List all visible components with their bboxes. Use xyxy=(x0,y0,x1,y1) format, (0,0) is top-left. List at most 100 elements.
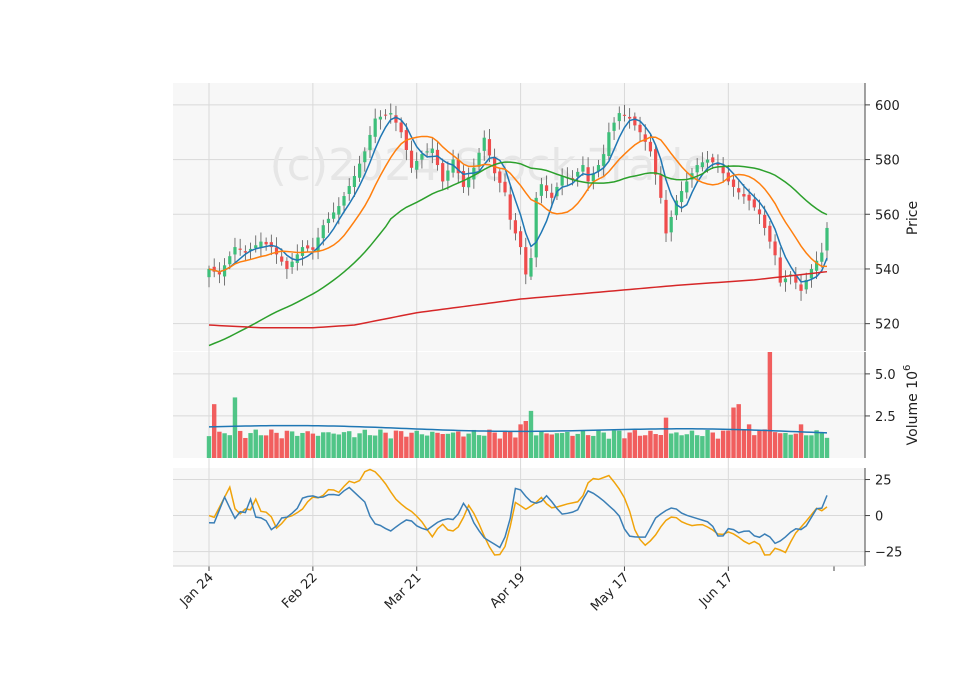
candle-body xyxy=(638,124,642,133)
volume-bar xyxy=(243,437,248,458)
candle-body xyxy=(643,134,647,142)
oscillator-tick-label: 0 xyxy=(875,510,883,525)
candle-body xyxy=(420,154,424,160)
candle-body xyxy=(461,171,466,187)
volume-bar xyxy=(674,432,679,458)
candle-body xyxy=(467,177,471,188)
candle-body xyxy=(503,181,507,193)
volume-bar xyxy=(596,429,601,458)
candle-body xyxy=(498,171,502,183)
volume-bar xyxy=(471,429,477,458)
volume-bar xyxy=(315,435,321,458)
volume-bar xyxy=(533,435,539,458)
candle-body xyxy=(742,194,746,197)
candle-body xyxy=(711,157,715,163)
candle-body xyxy=(768,225,772,242)
candle-body xyxy=(799,284,803,291)
volume-bar xyxy=(253,429,258,458)
volume-bar xyxy=(237,430,243,458)
candle-body xyxy=(778,257,782,283)
volume-bar xyxy=(445,433,451,458)
candle-body xyxy=(529,258,533,277)
volume-bar xyxy=(289,431,295,458)
candle-body xyxy=(654,149,658,175)
volume-bar xyxy=(705,429,710,458)
volume-panel xyxy=(206,352,830,458)
candle-body xyxy=(311,247,315,250)
volume-bar xyxy=(643,435,648,458)
candle-body xyxy=(316,237,320,252)
candle-body xyxy=(570,178,575,180)
candle-body xyxy=(212,266,216,272)
candle-body xyxy=(290,261,294,268)
volume-bar xyxy=(232,397,238,458)
candle-body xyxy=(622,114,627,116)
volume-bar xyxy=(731,407,736,458)
candle-body xyxy=(674,200,679,216)
candle-body xyxy=(425,151,429,153)
volume-bar xyxy=(357,433,362,458)
volume-bar xyxy=(497,438,503,458)
volume-bar xyxy=(715,438,721,458)
volume-bar xyxy=(440,434,445,458)
candle-body xyxy=(228,256,232,265)
volume-bar xyxy=(393,430,399,458)
price-panel-background xyxy=(173,83,865,351)
ma-mid-line xyxy=(208,135,827,273)
candle-body xyxy=(399,122,403,133)
price-tick-label: 560 xyxy=(875,208,900,223)
volume-bar xyxy=(222,433,227,458)
volume-bar xyxy=(663,417,669,458)
candle-body xyxy=(332,212,336,219)
volume-bar xyxy=(388,438,393,458)
volume-bar xyxy=(258,435,264,458)
volume-bar xyxy=(409,432,414,458)
volume-bar xyxy=(694,435,700,458)
volume-bar xyxy=(414,430,419,458)
candle-body xyxy=(274,247,279,255)
candle-body xyxy=(337,206,341,215)
volume-bar xyxy=(211,404,217,458)
volume-bar xyxy=(347,431,352,458)
candle-body xyxy=(794,275,798,283)
candle-body xyxy=(285,260,289,269)
volume-bar xyxy=(300,432,305,458)
candle-body xyxy=(607,132,611,156)
candle-body xyxy=(669,217,673,233)
candle-body xyxy=(264,241,268,245)
candle-body xyxy=(238,248,242,250)
candle-body xyxy=(456,159,460,174)
candle-body xyxy=(352,175,357,188)
candle-body xyxy=(820,252,824,262)
volume-axis-label-exponent: 6 xyxy=(902,365,913,371)
candle-body xyxy=(705,159,710,163)
volume-bar xyxy=(492,432,497,458)
x-tick-label: Feb 22 xyxy=(279,570,321,612)
volume-bar xyxy=(424,435,430,458)
volume-bar xyxy=(274,432,279,458)
candle-body xyxy=(737,188,741,193)
volume-bar xyxy=(814,430,819,458)
candle-body xyxy=(451,159,455,173)
volume-bar xyxy=(206,436,212,458)
volume-bar xyxy=(736,404,741,458)
volume-bar xyxy=(767,352,773,458)
volume-bar xyxy=(653,434,658,458)
volume-bar xyxy=(321,432,326,458)
price-panel xyxy=(207,103,829,347)
ma-short-line xyxy=(208,116,828,283)
candle-body xyxy=(259,241,263,248)
volume-bar xyxy=(513,437,518,458)
candle-body xyxy=(685,181,689,193)
candle-body xyxy=(747,194,751,201)
volume-bar xyxy=(248,433,253,458)
volume-bar xyxy=(310,433,316,458)
candle-body xyxy=(700,162,704,168)
volume-bar xyxy=(622,438,627,458)
volume-bar xyxy=(269,429,274,458)
x-tick-label: Mar 21 xyxy=(382,570,425,613)
volume-bar xyxy=(461,436,466,458)
candle-body xyxy=(596,165,601,172)
volume-bar xyxy=(367,435,373,458)
volume-average-line xyxy=(208,424,828,434)
